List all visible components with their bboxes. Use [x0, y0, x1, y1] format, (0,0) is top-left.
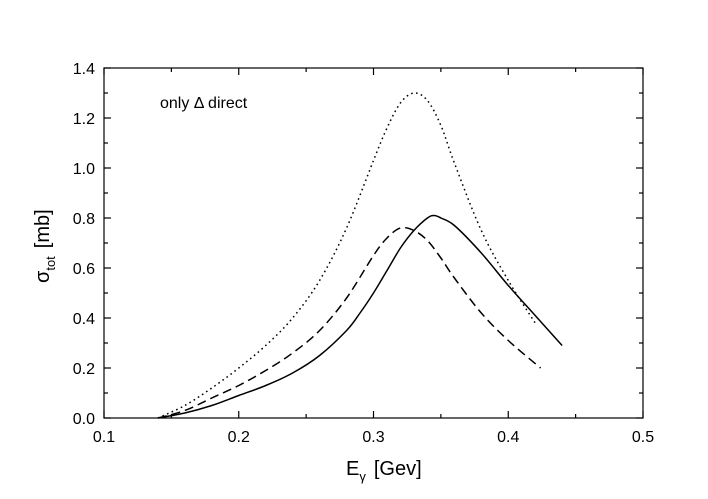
series-line-dotted [157, 92, 536, 419]
series-line-dashed [157, 226, 542, 419]
y-tick-label: 0.4 [73, 311, 95, 328]
x-tick-label: 0.4 [497, 429, 519, 446]
y-axis-label: σtot [mb] [32, 209, 58, 283]
x-axis-label-unit: [Gev] [374, 458, 422, 480]
x-tick-label: 0.3 [362, 429, 384, 446]
x-axis-label: Eγ [Gev] [346, 458, 422, 484]
x-tick-label: 0.2 [228, 429, 250, 446]
y-axis-label-main: σ [32, 270, 54, 283]
x-axis-label-main: E [346, 458, 359, 480]
y-axis-label-sub: tot [43, 256, 58, 271]
y-tick-label: 1.0 [73, 161, 95, 178]
y-tick-label: 0.0 [73, 411, 95, 428]
x-axis-label-sub: γ [359, 469, 366, 484]
y-tick-label: 0.8 [73, 211, 95, 228]
ticks-layer: 0.1 0.2 0.3 0.4 0.5 0.0 0.2 0.4 0.6 0.8 1.0 1.2 1.4 [73, 61, 654, 446]
y-tick-label: 0.6 [73, 261, 95, 278]
x-tick-label: 0.1 [93, 429, 115, 446]
series-line-solid [157, 214, 563, 419]
series-layer [157, 92, 563, 419]
y-tick-label: 1.4 [73, 61, 95, 78]
plot-frame [103, 67, 644, 419]
y-tick-label: 1.2 [73, 111, 95, 128]
x-tick-label: 0.5 [632, 429, 654, 446]
annotation-label: only Δ direct [160, 95, 248, 112]
y-axis-label-unit: [mb] [32, 209, 54, 248]
y-tick-label: 0.2 [73, 361, 95, 378]
